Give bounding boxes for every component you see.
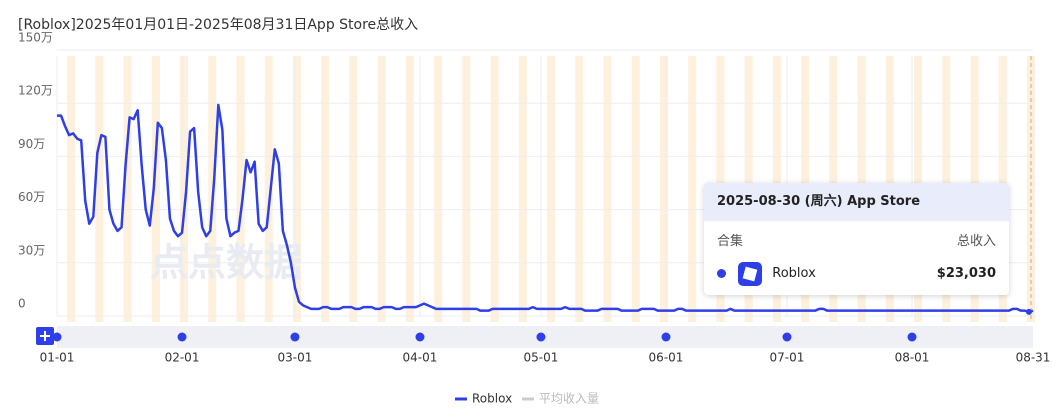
tooltip-row: Roblox $23,030 [717,261,996,287]
legend-label[interactable]: 平均收入量 [539,392,599,406]
tooltip-col: 总收入 [956,234,996,249]
y-tick-label: 120万 [18,84,53,98]
x-tick-label: 04-01 [403,351,438,365]
tooltip-header: 合集 总收入 [717,230,996,249]
weekend-band [180,56,189,322]
weekend-band [236,56,245,322]
tooltip-title: 2025-08-30 (周六) App Store [704,183,1009,221]
weekend-band [321,56,330,322]
weekend-band [603,56,612,322]
slider-dot [907,332,917,342]
legend-label[interactable]: Roblox [472,392,512,406]
slider-dot [177,332,187,342]
plus-icon [40,331,50,341]
hover-point [1025,308,1032,315]
watermark: 点点数据 [150,241,302,285]
weekend-band [292,56,301,322]
slider-dot [782,332,792,342]
weekend-band [462,56,471,322]
y-tick-label: 90万 [18,137,45,151]
tooltip-value: $23,030 [936,266,996,281]
weekend-band [151,56,160,322]
weekend-band [123,56,132,322]
slider-dot [661,332,671,342]
x-tick-label: 05-01 [524,351,559,365]
weekend-band [518,56,527,322]
tooltip: 2025-08-30 (周六) App Store 合集 总收入 Roblox $… [704,183,1009,295]
y-tick-label: 0 [18,297,26,311]
tooltip-name: Roblox [772,266,816,281]
x-tick-label: 08-31 [1016,351,1051,365]
weekend-band [547,56,556,322]
slider-dot [536,332,546,342]
tooltip-dot [717,269,726,278]
weekend-band [264,56,273,322]
x-tick-label: 03-01 [278,351,313,365]
x-tick-label: 01-01 [40,351,75,365]
weekend-band [490,56,499,322]
chart-title: [Roblox]2025年01月01日-2025年08月31日App Store… [18,17,418,33]
weekend-band [659,56,669,322]
x-tick-label: 02-01 [165,351,200,365]
slider-dot [52,332,62,342]
y-tick-label: 60万 [18,190,45,204]
weekend-band [434,56,443,322]
slider-dot [415,332,425,342]
weekend-band [377,56,386,322]
y-tick-label: 30万 [18,243,45,257]
weekend-band [575,56,584,322]
x-tick-label: 07-01 [770,351,805,365]
weekend-band [631,56,640,322]
weekend-band [67,56,76,322]
weekend-band [405,56,414,322]
weekend-band [95,56,104,322]
app-icon [738,261,763,286]
weekend-band [349,56,358,322]
x-tick-label: 08-01 [895,351,930,365]
x-tick-label: 06-01 [649,351,684,365]
tooltip-col: 合集 [717,234,744,249]
weekend-band [688,56,697,322]
line [57,103,1034,314]
slider-dot [290,332,300,342]
y-tick-label: 150万 [18,31,53,45]
